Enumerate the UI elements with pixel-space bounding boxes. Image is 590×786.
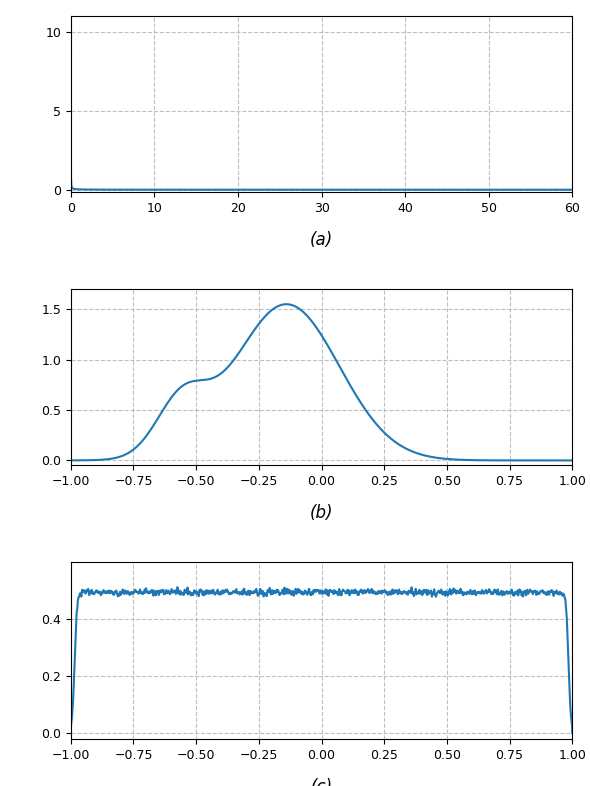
Text: (c): (c)	[310, 777, 333, 786]
Text: (a): (a)	[310, 231, 333, 249]
Text: (b): (b)	[310, 505, 333, 522]
